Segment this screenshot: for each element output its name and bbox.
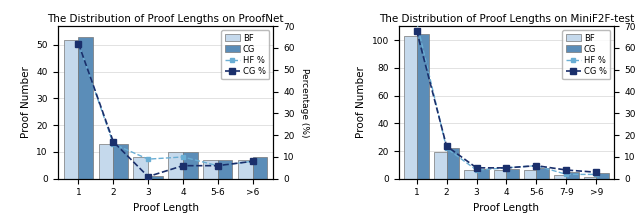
Title: The Distribution of Proof Lengths on MiniF2F-test: The Distribution of Proof Lengths on Min… (379, 14, 634, 24)
Bar (447, 148, 459, 179)
Bar (434, 152, 447, 179)
Bar (218, 160, 232, 179)
Bar (134, 157, 148, 179)
Legend: BF, CG, HF %, CG %: BF, CG, HF %, CG % (221, 30, 269, 79)
Bar (536, 168, 549, 179)
Title: The Distribution of Proof Lengths on ProofNet: The Distribution of Proof Lengths on Pro… (47, 14, 284, 24)
X-axis label: Proof Length: Proof Length (474, 203, 540, 213)
Bar (148, 176, 163, 179)
Bar (506, 169, 519, 179)
Bar (494, 170, 506, 179)
Bar (64, 39, 79, 179)
Bar (566, 172, 579, 179)
Bar (596, 173, 609, 179)
Bar (417, 34, 429, 179)
Y-axis label: Proof Number: Proof Number (356, 66, 366, 138)
Bar (113, 144, 128, 179)
Bar (253, 157, 267, 179)
Bar (477, 169, 489, 179)
Y-axis label: Proof Number: Proof Number (21, 66, 31, 138)
Bar (524, 170, 536, 179)
Bar (203, 160, 218, 179)
Bar (79, 37, 93, 179)
Bar (99, 144, 113, 179)
Y-axis label: Percentage (%): Percentage (%) (300, 68, 308, 137)
Bar (183, 152, 198, 179)
Bar (168, 152, 183, 179)
Bar (554, 175, 566, 179)
Bar (584, 177, 596, 179)
Bar (464, 170, 477, 179)
Bar (238, 160, 253, 179)
Legend: BF, CG, HF %, CG %: BF, CG, HF %, CG % (562, 30, 610, 79)
X-axis label: Proof Length: Proof Length (132, 203, 198, 213)
Bar (404, 36, 417, 179)
